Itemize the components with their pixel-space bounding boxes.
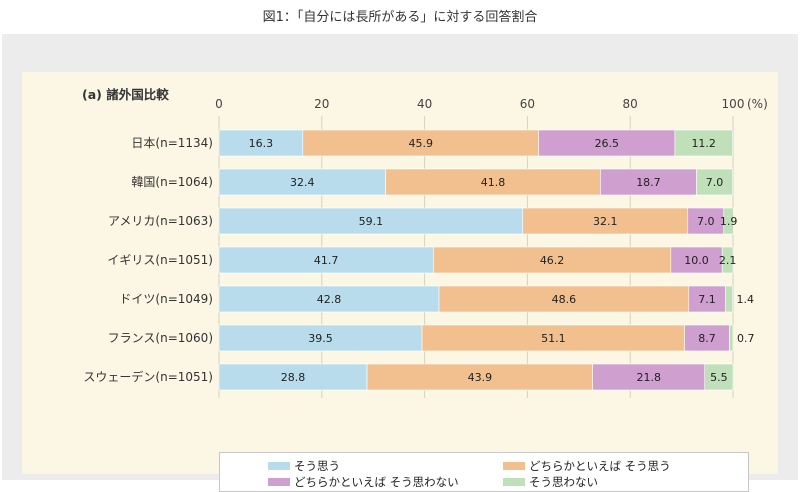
bar-segment <box>385 168 601 196</box>
data-label: 7.0 <box>697 215 715 228</box>
data-label: 48.6 <box>552 293 577 306</box>
legend-item-dochiraka-sou-omou: どちらかといえば そう思う <box>503 458 671 474</box>
legend-item-dochiraka-sou-omowanai: どちらかといえば そう思わない <box>268 474 459 490</box>
data-label: 26.5 <box>595 137 620 150</box>
data-label: 41.7 <box>314 254 339 267</box>
legend-swatch <box>268 478 290 486</box>
legend-item-sou-omou: そう思う <box>268 458 340 474</box>
data-label: 32.1 <box>593 215 618 228</box>
stacked-bar-chart: 0 20 40 60 80 100 (%) 日本(n=1134) 16.3 45.9 26.5 11.… <box>83 97 768 398</box>
data-label: 16.3 <box>249 137 274 150</box>
data-label: 51.1 <box>541 332 566 345</box>
bar-segment <box>670 246 723 274</box>
data-label: 28.8 <box>281 371 306 384</box>
bar-segment <box>522 207 689 235</box>
legend-swatch <box>503 462 525 470</box>
bar-segment <box>438 285 690 313</box>
bar-segment <box>721 246 734 274</box>
legend-label: そう思う <box>294 459 340 473</box>
bar-segment <box>723 207 734 235</box>
data-label: 32.4 <box>290 176 315 189</box>
data-label: 7.0 <box>706 176 724 189</box>
bar-segment <box>421 324 685 352</box>
bar-segment <box>674 129 733 157</box>
bar-segment <box>218 285 440 313</box>
legend-item-sou-omowanai: そう思わない <box>503 474 598 490</box>
legend-swatch <box>268 462 290 470</box>
data-label: 18.7 <box>636 176 661 189</box>
bar-segment <box>218 363 368 391</box>
data-label: 21.8 <box>636 371 661 384</box>
legend-swatch <box>503 478 525 486</box>
data-label: 1.9 <box>720 215 738 228</box>
bar-segment <box>687 207 725 235</box>
data-label: 46.2 <box>540 254 565 267</box>
chart-panel: (a) 諸外国比較 0 20 40 60 80 100 (%) 日本(n=1134) 16.3 4… <box>22 72 778 492</box>
data-label: 7.1 <box>698 293 716 306</box>
x-tick-label: 0 <box>215 97 223 111</box>
bar-segment <box>218 324 423 352</box>
category-label: スウェーデン(n=1051) <box>83 369 213 384</box>
category-label: 韓国(n=1064) <box>131 175 213 189</box>
category-label: 日本(n=1134) <box>131 136 213 150</box>
bar-segment <box>366 363 593 391</box>
data-label: 39.5 <box>308 332 333 345</box>
bar-segment <box>724 285 733 313</box>
bar-segment <box>218 168 386 196</box>
bar-segment <box>600 168 697 196</box>
data-label: 10.0 <box>684 254 709 267</box>
data-label: 11.2 <box>691 137 716 150</box>
x-tick-label: 60 <box>520 97 535 111</box>
legend-label: どちらかといえば そう思わない <box>294 475 459 489</box>
bar-segment <box>538 129 676 157</box>
data-label: 43.9 <box>468 371 493 384</box>
data-label: 59.1 <box>359 215 384 228</box>
bar-segment <box>592 363 706 391</box>
figure-title: 図1：「自分には長所がある」に対する回答割合 <box>262 10 538 25</box>
category-label: イギリス(n=1051) <box>107 253 213 267</box>
bar-segment <box>688 285 726 313</box>
data-label: 42.8 <box>317 293 342 306</box>
legend-label: どちらかといえば そう思う <box>529 459 671 473</box>
legend: そう思う どちらかといえば そう思う どちらかといえば そう思わない そう思わな… <box>219 452 749 492</box>
bar-segment <box>302 129 540 157</box>
bar-segment <box>218 246 434 274</box>
x-tick-label: 20 <box>314 97 329 111</box>
category-label: フランス(n=1060) <box>108 331 213 345</box>
category-label: アメリカ(n=1063) <box>108 214 213 228</box>
data-label: 2.1 <box>719 254 737 267</box>
data-label: 5.5 <box>710 371 728 384</box>
figure-frame: (a) 諸外国比較 0 20 40 60 80 100 (%) 日本(n=1134) 16.3 4… <box>2 34 798 492</box>
data-label: 8.7 <box>698 332 716 345</box>
data-label: 1.4 <box>736 293 754 306</box>
chart-subtitle: (a) 諸外国比較 <box>82 87 169 102</box>
bar-segment <box>684 324 730 352</box>
data-label: 45.9 <box>408 137 433 150</box>
x-tick-label: 80 <box>623 97 638 111</box>
legend-label: そう思わない <box>529 475 598 489</box>
data-label: 0.7 <box>737 332 755 345</box>
category-label: ドイツ(n=1049) <box>119 292 213 306</box>
x-tick-label: 100 <box>722 97 745 111</box>
unit-label: (%) <box>747 97 768 111</box>
bar-segment <box>704 363 734 391</box>
bar-segment <box>729 324 734 352</box>
data-label: 41.8 <box>481 176 506 189</box>
bar-segment <box>696 168 733 196</box>
x-tick-label: 40 <box>417 97 432 111</box>
